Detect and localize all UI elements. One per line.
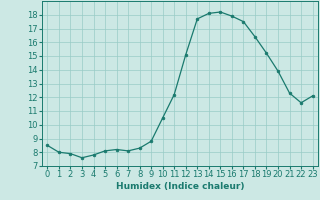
X-axis label: Humidex (Indice chaleur): Humidex (Indice chaleur) — [116, 182, 244, 191]
